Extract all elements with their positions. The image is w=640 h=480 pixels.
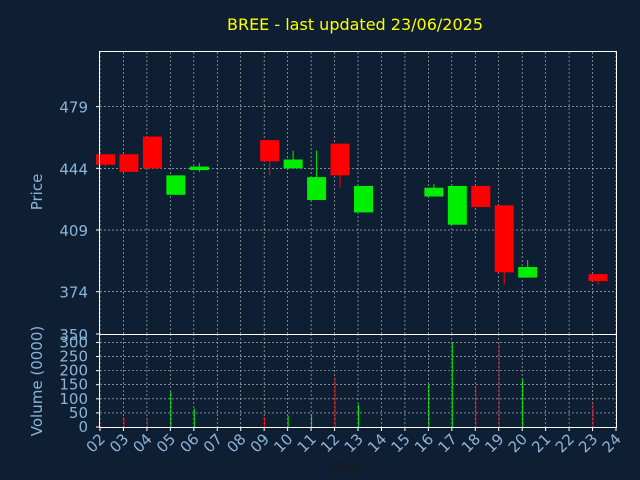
candle-body <box>518 267 538 278</box>
price-y-tick-label: 409 <box>59 222 88 240</box>
volume-y-tick-label: 50 <box>69 404 88 422</box>
volume-bars <box>100 342 594 427</box>
candle-body <box>494 205 514 273</box>
volume-y-tick-label: 0 <box>78 418 88 436</box>
price-axis-label: Price <box>28 174 46 211</box>
price-candles <box>96 136 608 285</box>
x-axis-label: Day <box>332 458 362 476</box>
volume-y-tick-label: 250 <box>59 348 88 366</box>
price-y-tick-label: 479 <box>59 99 88 117</box>
volume-y-tick-label: 100 <box>59 390 88 408</box>
volume-axis-label: Volume (0000) <box>28 326 46 436</box>
candle-body <box>189 166 209 171</box>
candle-body <box>354 185 373 213</box>
price-y-tick-label: 374 <box>59 284 88 302</box>
candle-body <box>330 143 350 176</box>
volume-y-tick-label: 200 <box>59 362 88 380</box>
candle-body <box>307 177 327 201</box>
candle-body <box>283 159 303 169</box>
candle-body <box>260 140 280 162</box>
candle-body <box>96 154 115 165</box>
chart-title: BREE - last updated 23/06/2025 <box>227 15 483 34</box>
candle-body <box>166 175 186 195</box>
candle-body <box>447 185 467 225</box>
price-y-tick-label: 444 <box>59 160 88 178</box>
price-y-tick-label: 350 <box>59 326 88 344</box>
volume-y-tick-label: 300 <box>59 333 88 351</box>
candle-body <box>588 274 608 282</box>
candle-body <box>119 154 139 172</box>
candle-body <box>471 185 491 208</box>
price-y-ticks: 350 374 409 444 479 <box>59 99 100 344</box>
candle-body <box>424 187 444 197</box>
candle-body <box>142 136 162 169</box>
volume-y-tick-label: 150 <box>59 376 88 394</box>
